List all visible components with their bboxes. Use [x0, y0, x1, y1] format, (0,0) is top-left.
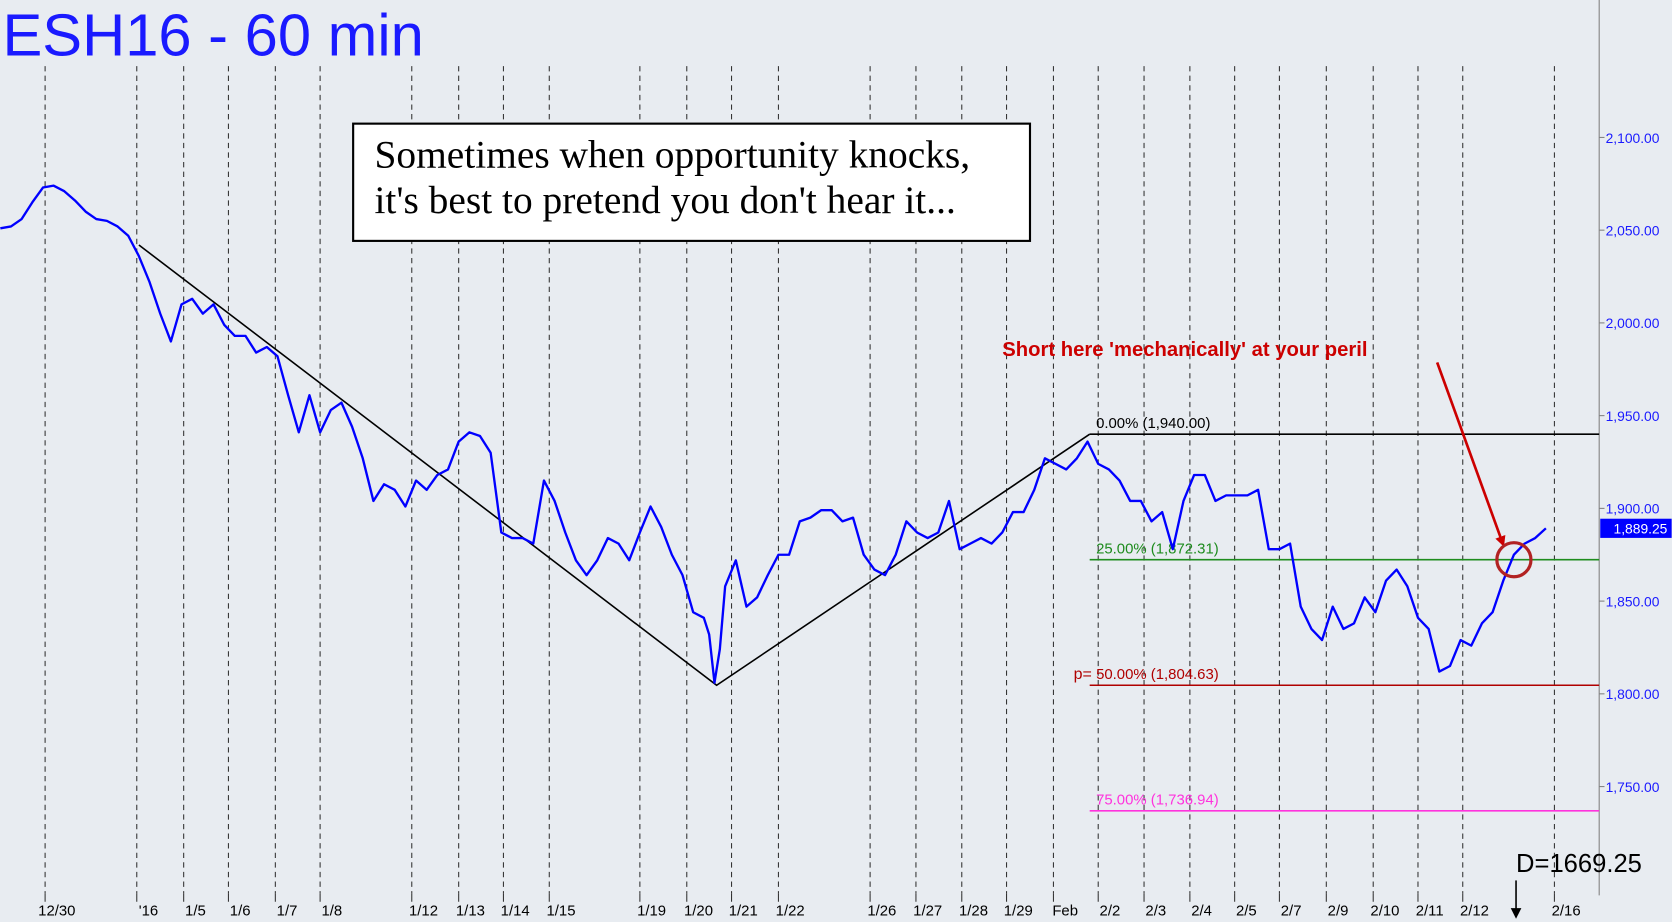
- note-box: [352, 122, 1032, 242]
- annotation-text: Short here 'mechanically' at your peril: [1002, 339, 1367, 361]
- x-tick-label: '16: [139, 903, 158, 920]
- x-tick-label: 1/15: [546, 903, 575, 920]
- x-tick-label: 2/3: [1145, 903, 1166, 920]
- x-tick-label: 1/5: [185, 903, 206, 920]
- x-tick-label: 1/22: [776, 903, 805, 920]
- x-tick-label: 2/5: [1236, 903, 1257, 920]
- x-tick-label: 1/27: [913, 903, 942, 920]
- chart-title: ESH16 - 60 min: [2, 1, 423, 68]
- x-tick-label: 1/6: [230, 903, 251, 920]
- x-tick-label: 2/10: [1370, 903, 1399, 920]
- level-label: 50.00% (1,804.63): [1096, 666, 1219, 683]
- y-tick-label: 2,000.00: [1606, 315, 1660, 331]
- x-tick-label: 1/21: [729, 903, 758, 920]
- x-tick-label: 1/7: [277, 903, 298, 920]
- level-label: 25.00% (1,872.31): [1096, 540, 1219, 557]
- annotation-circle: [1495, 541, 1533, 579]
- price-line: [0, 184, 1547, 684]
- level-label: 75.00% (1,736.94): [1096, 791, 1219, 808]
- annotation-arrow: [1435, 361, 1506, 547]
- last-price-label: 1,889.25: [1614, 521, 1668, 537]
- x-tick-label: 1/19: [637, 903, 666, 920]
- trendline: [138, 244, 1091, 687]
- x-tick-label: 1/12: [409, 903, 438, 920]
- x-tick-label: 1/20: [684, 903, 713, 920]
- level-prefix: p=: [1074, 666, 1092, 683]
- y-tick-label: 2,100.00: [1606, 130, 1660, 146]
- x-tick-label: 2/7: [1281, 903, 1302, 920]
- x-tick-label: 2/16: [1552, 903, 1581, 920]
- x-tick-label: 2/2: [1100, 903, 1121, 920]
- note-line: it's best to pretend you don't hear it..…: [374, 178, 955, 222]
- y-tick-label: 1,950.00: [1606, 408, 1660, 424]
- plot-area: 0.00% (1,940.00) 25.00% (1,872.31) 50.00% …: [0, 184, 1600, 812]
- x-tick-label: 2/9: [1328, 903, 1349, 920]
- x-tick-label: Feb: [1052, 903, 1078, 920]
- x-tick-label: 1/13: [456, 903, 485, 920]
- x-tick-label: 1/29: [1004, 903, 1033, 920]
- x-tick-label: 1/28: [959, 903, 988, 920]
- x-tick-label: 2/12: [1460, 903, 1489, 920]
- x-tick-label: 1/26: [867, 903, 896, 920]
- y-tick-label: 1,800.00: [1606, 686, 1660, 702]
- y-tick-label: 1,750.00: [1606, 779, 1660, 795]
- marker-label: D=1669.25: [1516, 850, 1642, 878]
- level-label: 0.00% (1,940.00): [1096, 415, 1210, 432]
- x-tick-label: 1/8: [321, 903, 342, 920]
- x-tick-label: 2/11: [1416, 903, 1444, 920]
- y-tick-label: 2,050.00: [1606, 222, 1660, 238]
- note-line: Sometimes when opportunity knocks,: [374, 132, 970, 176]
- x-tick-label: 12/30: [38, 903, 75, 920]
- y-tick-label: 1,850.00: [1606, 593, 1660, 609]
- x-tick-label: 1/14: [501, 903, 530, 920]
- last-price-tag: [1600, 518, 1672, 538]
- y-tick-label: 1,900.00: [1606, 501, 1660, 517]
- x-tick-label: 2/4: [1191, 903, 1212, 920]
